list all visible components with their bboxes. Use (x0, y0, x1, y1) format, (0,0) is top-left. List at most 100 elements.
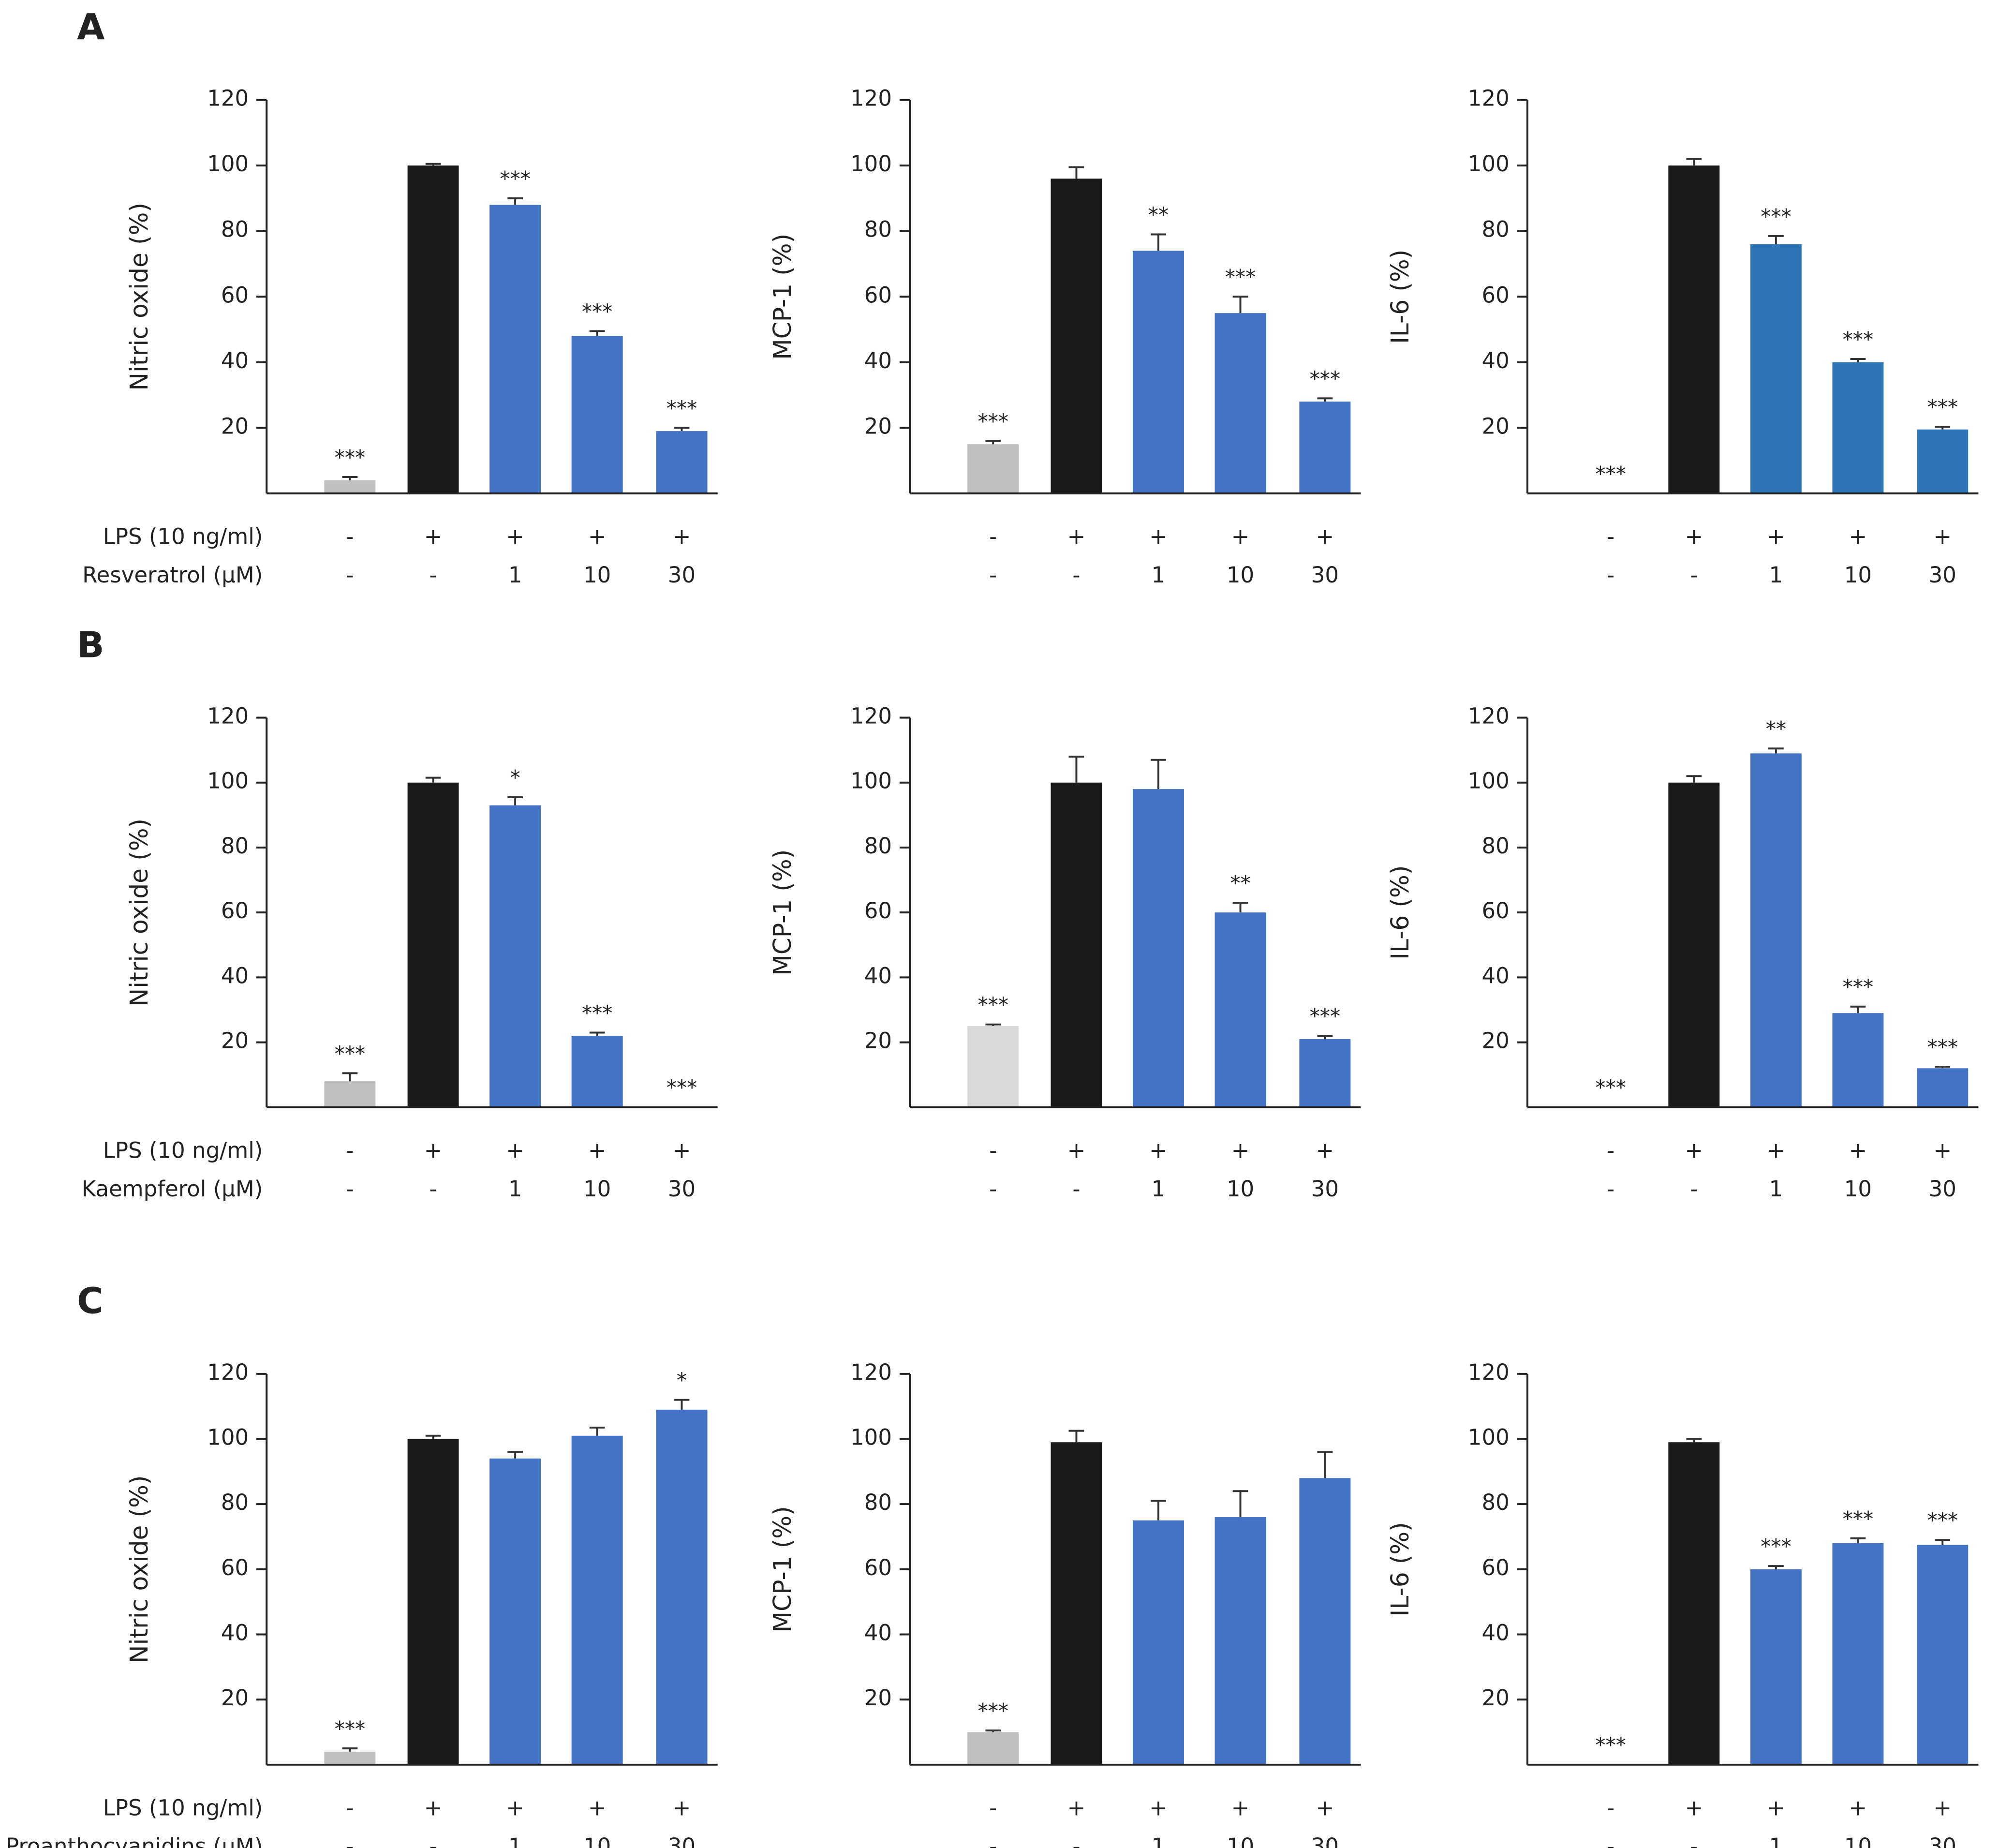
error-bar (1232, 1490, 1248, 1518)
error-bar (985, 1023, 1001, 1027)
bar (1750, 753, 1802, 1107)
bar (1917, 429, 1969, 493)
bar (324, 480, 376, 493)
treatment-label: 1 (1769, 1176, 1783, 1202)
significance: *** (1310, 1005, 1341, 1028)
error-bar (1850, 358, 1866, 362)
error-bar (1935, 426, 1951, 430)
significance: *** (1225, 266, 1256, 289)
error-bar (1686, 1438, 1702, 1443)
y-tick-label: 80 (1482, 217, 1510, 242)
error-bar (1935, 1539, 1951, 1545)
y-tick-label: 120 (207, 1359, 249, 1385)
treatment-label: + (673, 524, 691, 550)
treatment-label: + (1231, 524, 1250, 550)
y-tick-label: 60 (221, 282, 249, 308)
significance: *** (1761, 1535, 1792, 1559)
bar (1917, 1068, 1969, 1107)
error-bar (1850, 1537, 1866, 1543)
bar (1917, 1545, 1969, 1765)
treatment-label: + (506, 1138, 524, 1163)
y-tick-label: 100 (850, 1424, 892, 1450)
bar (1214, 1517, 1266, 1765)
treatment-label: 30 (1929, 1176, 1956, 1202)
bar (1133, 789, 1184, 1107)
y-axis-label: IL-6 (%) (1386, 865, 1414, 960)
treatment-label: 30 (668, 562, 696, 588)
treatment-label: 1 (508, 562, 522, 588)
bar (1214, 912, 1266, 1107)
treatment-label: + (1933, 1138, 1952, 1163)
y-tick-label: 80 (221, 217, 249, 242)
y-tick-label: 100 (850, 151, 892, 177)
error-bar (1317, 397, 1333, 402)
error-bar (1935, 1065, 1951, 1069)
y-tick-label: 80 (864, 217, 892, 242)
error-bar (1686, 775, 1702, 783)
significance: *** (1927, 1509, 1958, 1533)
bar (571, 336, 623, 493)
treatment-label: - (429, 1176, 437, 1202)
bar (489, 1458, 541, 1765)
significance: *** (977, 410, 1008, 433)
treatment-label: 1 (1152, 1833, 1166, 1848)
error-bar (507, 796, 523, 805)
bar (967, 1026, 1019, 1107)
treatment-label: + (424, 1795, 443, 1821)
y-tick-label: 20 (1482, 1685, 1510, 1711)
y-tick-label: 60 (864, 282, 892, 308)
treatment-label: - (1607, 1176, 1614, 1202)
treatment-label: 30 (1311, 1176, 1339, 1202)
error-bar (589, 1426, 605, 1436)
treatment-label: + (1685, 1138, 1703, 1163)
y-tick-label: 120 (850, 1359, 892, 1385)
y-tick-label: 40 (864, 1620, 892, 1645)
y-tick-label: 120 (1468, 703, 1510, 729)
error-bar (1068, 756, 1084, 783)
row-label: Resveratrol (μM) (82, 562, 263, 588)
bar (407, 1439, 459, 1765)
error-bar (1232, 902, 1248, 913)
error-bar (425, 1434, 441, 1439)
error-bar (1151, 233, 1166, 251)
bar (1668, 1442, 1720, 1765)
chart: *** *** *** *** 20 40 60 80 100 120 IL-6 (%) - + + + + -… (1386, 86, 1979, 588)
bar (1668, 165, 1720, 493)
significance: *** (1595, 1733, 1626, 1757)
chart: *** *** *** *** 20 40 60 80 100 120 Nitric oxide (… (77, 6, 718, 588)
treatment-label: + (1849, 524, 1867, 550)
error-bar (342, 1072, 358, 1082)
y-tick-label: 100 (207, 768, 249, 794)
error-bar (507, 1451, 523, 1459)
error-bar (589, 1031, 605, 1036)
significance: ** (1230, 871, 1250, 895)
y-tick-label: 80 (1482, 833, 1510, 859)
treatment-label: + (1149, 1795, 1168, 1821)
significance: *** (335, 446, 366, 469)
significance: *** (335, 1042, 366, 1066)
treatment-label: 10 (583, 1176, 611, 1202)
bar (1750, 244, 1802, 493)
error-bar (1768, 235, 1784, 244)
error-bar (425, 163, 441, 166)
error-bar (1151, 759, 1166, 790)
bar (656, 1409, 708, 1765)
significance: *** (1927, 396, 1958, 419)
treatment-label: + (1849, 1138, 1867, 1163)
y-axis-label: IL-6 (%) (1386, 250, 1414, 344)
treatment-label: - (346, 1795, 354, 1821)
y-axis-label: MCP-1 (%) (768, 1506, 797, 1632)
y-tick-label: 120 (1468, 86, 1510, 111)
bar (656, 431, 708, 493)
row-label: Kaempferol (μM) (82, 1176, 263, 1202)
treatment-label: + (1149, 1138, 1168, 1163)
error-bar (674, 427, 690, 432)
treatment-label: + (1067, 1138, 1086, 1163)
y-tick-label: 120 (1468, 1359, 1510, 1385)
y-tick-label: 80 (864, 833, 892, 859)
y-tick-label: 20 (864, 1028, 892, 1054)
y-tick-label: 20 (221, 413, 249, 439)
